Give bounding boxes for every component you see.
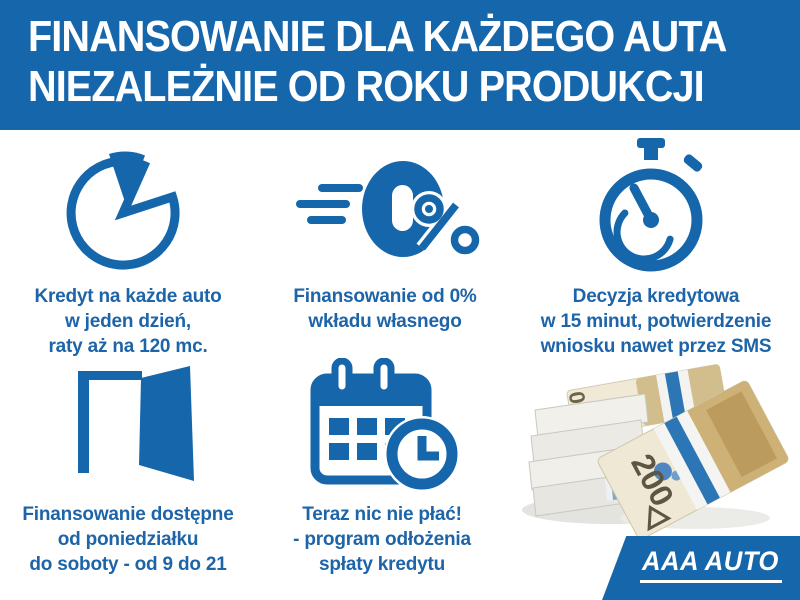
calendar-clock-icon bbox=[305, 358, 465, 493]
feature-text-hours: Finansowanie dostępne od poniedziałku do… bbox=[22, 504, 234, 575]
pie-chart-icon bbox=[53, 143, 203, 273]
stopwatch-icon bbox=[588, 138, 718, 278]
brand-banner: AAA AUTO bbox=[602, 536, 800, 600]
money-stacks-image: 200 200 bbox=[515, 358, 800, 543]
feature-text-decision: Decyzja kredytowa w 15 minut, potwierdze… bbox=[540, 286, 772, 357]
brand-logo-underline bbox=[640, 580, 782, 583]
header-banner: FINANSOWANIE DLA KAŻDEGO AUTA NIEZALEŻNI… bbox=[0, 0, 800, 130]
header-line-2: NIEZALEŻNIE OD ROKU PRODUKCJI bbox=[28, 62, 705, 111]
brand-logo: AAA AUTO bbox=[642, 546, 779, 576]
feature-text-zero-percent: Finansowanie od 0% wkładu własnego bbox=[293, 286, 477, 332]
feature-text-defer: Teraz nic nie płać! - program odłożenia … bbox=[293, 504, 471, 575]
header-line-1: FINANSOWANIE DLA KAŻDEGO AUTA bbox=[28, 12, 727, 61]
zero-percent-icon bbox=[288, 153, 488, 283]
open-door-icon bbox=[70, 363, 220, 498]
feature-text-credit: Kredyt na każde auto w jeden dzień, raty… bbox=[34, 286, 222, 357]
